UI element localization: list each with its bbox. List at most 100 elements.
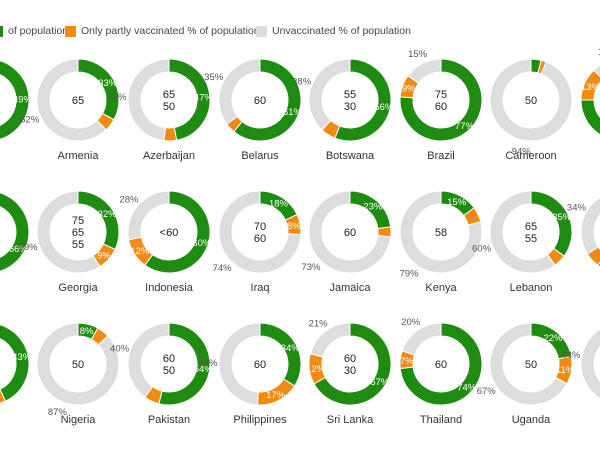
donut-center-value: 55 — [525, 233, 537, 245]
slice-value-label: 62% — [20, 115, 40, 126]
slice-value-label: 60% — [472, 244, 492, 255]
slice-value-label: 20% — [401, 317, 421, 328]
country-label: Iraq — [251, 282, 270, 294]
country-label: Kenya — [425, 282, 457, 294]
slice-value-label: 21% — [309, 318, 329, 329]
slice-value-label: 12% — [130, 246, 150, 257]
slice-value-label: 38% — [292, 76, 312, 87]
donut-slice-full — [77, 190, 120, 251]
slice-value-label: 22% — [543, 333, 563, 344]
country-label: Armenia — [58, 150, 100, 162]
donut-slice-partial — [163, 126, 178, 142]
donut-slice-full — [0, 60, 30, 140]
slice-value-label: 44% — [561, 350, 581, 361]
donut-thailand: 74% 7% 20% 60 Thailand — [399, 317, 483, 426]
legend-swatch-partial — [65, 25, 76, 37]
donut-uganda: 22% 11% 67% 50 Uganda — [477, 322, 575, 426]
donut-center-value: 58 — [435, 227, 447, 239]
donut-nigeria: 8% 87% 50 Nigeria — [36, 322, 120, 426]
country-label: Jamaica — [330, 282, 372, 294]
donut-armenia: 33% 62% 65 Armenia — [20, 58, 120, 162]
slice-value-label: 79% — [400, 269, 420, 280]
slice-value-label: 8% — [80, 326, 94, 337]
donut-slice-unvaccinated — [399, 190, 483, 274]
slice-value-label: 59% — [19, 242, 39, 253]
legend-swatch-unvaccinated — [256, 25, 267, 37]
slice-value-label: 23% — [363, 202, 383, 213]
donut-jamaica: 23% 73% 60 Jamaica — [301, 190, 392, 294]
donut-slice-full — [334, 58, 392, 142]
country-label: Azerbaijan — [143, 150, 195, 162]
donut-slice-unvaccinated — [593, 64, 600, 78]
slice-value-label: 48% — [108, 92, 128, 103]
donut-center-value: 55 — [72, 239, 84, 251]
slice-value-label: 11% — [556, 365, 575, 376]
donut-center-value: 30 — [344, 365, 356, 377]
slice-value-label: 13% — [581, 82, 600, 93]
donut-slice-unvaccinated — [489, 58, 573, 142]
donut-slice-partial — [0, 388, 7, 404]
donut-center-value: 60 — [254, 233, 266, 245]
donut-slice-full — [580, 99, 600, 136]
country-label: Philippines — [233, 414, 287, 426]
donut-center-value: 75 — [435, 89, 447, 101]
legend-item-unvaccinated: Unvaccinated % of population — [256, 24, 411, 38]
slice-value-label: 66% — [9, 244, 29, 255]
donut-center-value: 65 — [525, 221, 537, 233]
donut-slice-full — [144, 190, 211, 274]
donut-kenya: 15% 79% 58 Kenya — [399, 190, 483, 294]
slice-value-label: 9% — [402, 83, 416, 94]
slice-value-label: 67% — [370, 377, 390, 388]
slice-value-label: 33% — [98, 78, 118, 89]
slice-value-label: 56% — [374, 102, 394, 113]
slice-value-label: 60% — [192, 238, 212, 249]
slice-value-label: 12% — [306, 364, 326, 375]
country-label: Thailand — [420, 414, 462, 426]
slice-value-label: 34% — [567, 202, 587, 213]
donut-slice-unvaccinated — [407, 58, 442, 85]
slice-value-label: 35% — [204, 72, 224, 83]
donut-slice-unvaccinated — [489, 190, 556, 274]
legend-label-unvaccinated: Unvaccinated % of population — [272, 25, 411, 37]
donut-cameroon: 94% 50 Cameroon — [489, 58, 573, 162]
slice-value-label: 9% — [97, 250, 111, 261]
donut-slice-unvaccinated — [218, 322, 261, 406]
donut-slice-unvaccinated — [308, 58, 351, 131]
slice-value-label: 8% — [287, 221, 301, 232]
donut-center-value: 50 — [72, 359, 84, 371]
slice-value-label: 18% — [269, 198, 289, 209]
donut-center-value: 50 — [525, 359, 537, 371]
legend-item-full: of population — [0, 24, 68, 38]
donut-center-value: 60 — [435, 101, 447, 113]
donut-belarus: 61% 35% 60 Belarus — [204, 58, 303, 162]
donut-c: 13%12C — [580, 47, 600, 136]
slice-value-label: 7% — [400, 356, 414, 367]
chart-legend: of population Only partly vaccinated % o… — [0, 0, 600, 50]
donut-slice-full — [158, 322, 211, 406]
donut-center-value: 65 — [72, 227, 84, 239]
slice-value-label: 87% — [48, 407, 68, 418]
donut-slice-full — [0, 192, 30, 272]
donut-indonesia: 60% 12% 28% <60 Indonesia — [119, 190, 212, 294]
slice-value-label: 49% — [13, 94, 33, 105]
donut-slice-full — [233, 58, 302, 142]
slice-value-label: 61% — [283, 107, 303, 118]
donut-slice-unvaccinated — [580, 196, 600, 255]
donut-center-value: 60 — [254, 359, 266, 371]
slice-value-label: 43% — [12, 352, 32, 363]
donut-center-value: 60 — [344, 353, 356, 365]
donut-slice-full — [313, 322, 392, 406]
donut-slice-unvaccinated — [308, 190, 392, 274]
country-label: Lebanon — [510, 282, 553, 294]
slice-value-label: 47% — [194, 92, 214, 103]
donut-slice-unvaccinated — [218, 190, 302, 274]
country-label: Botswana — [326, 150, 375, 162]
slice-value-label: 74% — [213, 263, 233, 274]
donut-u: 44%U — [561, 328, 600, 400]
donut-slice-unvaccinated — [309, 322, 351, 358]
donut-center-value: 55 — [344, 89, 356, 101]
